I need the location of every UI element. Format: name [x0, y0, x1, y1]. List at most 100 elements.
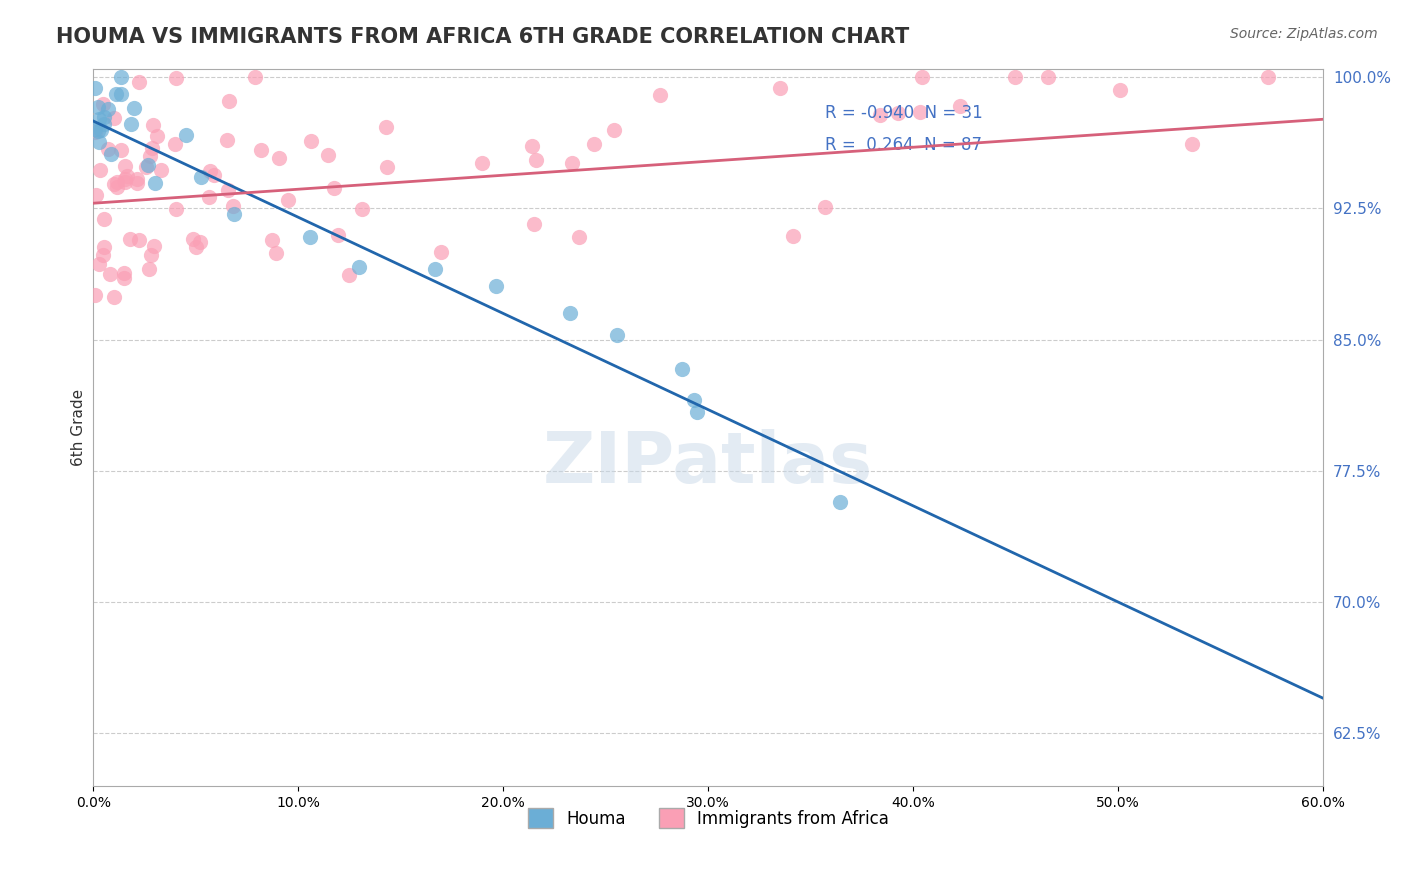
Point: [828, 495, 851, 509]
Point: [769, 81, 792, 95]
Point: [143, 176, 166, 190]
Point: [89, 112, 111, 127]
Point: [84, 188, 107, 202]
Point: [110, 143, 132, 157]
Point: [683, 392, 706, 407]
Point: [115, 169, 138, 184]
Point: [200, 164, 222, 178]
Point: [165, 136, 187, 151]
Point: [425, 262, 447, 277]
Point: [103, 178, 125, 192]
Point: [1181, 136, 1204, 151]
Point: [120, 232, 142, 246]
Point: [606, 327, 628, 342]
Point: [190, 169, 212, 184]
Text: ZIPatlas: ZIPatlas: [543, 428, 873, 498]
Point: [93, 211, 115, 226]
Point: [1036, 70, 1059, 85]
Point: [299, 134, 322, 148]
Point: [93, 240, 115, 254]
Point: [97, 102, 120, 116]
Point: [250, 143, 273, 157]
Point: [128, 75, 150, 89]
Point: [869, 107, 891, 121]
Point: [93, 116, 115, 130]
Point: [814, 200, 837, 214]
Point: [103, 112, 125, 126]
Point: [98, 267, 121, 281]
Point: [89, 122, 111, 136]
Point: [218, 95, 240, 109]
Point: [112, 271, 135, 285]
Point: [127, 171, 149, 186]
Point: [277, 193, 299, 207]
Point: [650, 87, 672, 102]
Text: R = -0.940  N = 31: R = -0.940 N = 31: [825, 104, 983, 122]
Point: [87, 257, 110, 271]
Point: [142, 239, 165, 253]
Point: [141, 140, 163, 154]
Point: [267, 151, 290, 165]
Point: [1004, 70, 1026, 85]
Point: [299, 230, 322, 244]
Point: [100, 146, 122, 161]
Point: [561, 156, 583, 170]
Point: [103, 290, 125, 304]
Point: [145, 129, 167, 144]
Point: [558, 305, 581, 319]
Point: [120, 117, 142, 131]
Point: [567, 229, 589, 244]
Point: [686, 405, 709, 419]
Point: [1257, 70, 1279, 85]
Point: [887, 106, 910, 120]
Point: [135, 160, 157, 174]
Point: [316, 147, 339, 161]
Point: [352, 202, 374, 216]
Point: [110, 87, 132, 102]
Point: [122, 101, 145, 115]
Point: [910, 104, 932, 119]
Point: [125, 176, 148, 190]
Point: [97, 142, 120, 156]
Point: [165, 70, 187, 85]
Point: [222, 199, 245, 213]
Point: [349, 260, 371, 274]
Point: [264, 245, 287, 260]
Point: [110, 70, 132, 85]
Point: [202, 168, 225, 182]
Point: [128, 233, 150, 247]
Point: [87, 124, 110, 138]
Point: [105, 87, 128, 102]
Point: [374, 120, 396, 135]
Point: [181, 232, 204, 246]
Point: [262, 233, 284, 247]
Point: [114, 159, 136, 173]
Point: [105, 175, 128, 189]
Point: [520, 139, 543, 153]
Point: [671, 361, 693, 376]
Point: [222, 206, 245, 220]
Point: [1109, 83, 1132, 97]
Point: [89, 163, 111, 178]
Point: [337, 268, 360, 282]
Point: [136, 157, 159, 171]
Point: [217, 183, 239, 197]
Legend: Houma, Immigrants from Africa: Houma, Immigrants from Africa: [520, 801, 896, 835]
Point: [471, 155, 494, 169]
Point: [84, 81, 107, 95]
Point: [138, 149, 160, 163]
Point: [91, 248, 114, 262]
Point: [603, 123, 626, 137]
Point: [142, 118, 165, 132]
Point: [84, 125, 107, 139]
Point: [215, 133, 238, 147]
Point: [114, 175, 136, 189]
Point: [190, 235, 212, 250]
Point: [165, 202, 187, 216]
Point: [526, 153, 548, 167]
Point: [149, 162, 172, 177]
Point: [84, 122, 107, 136]
Point: [84, 287, 107, 301]
Point: [89, 135, 111, 149]
Point: [141, 248, 163, 262]
